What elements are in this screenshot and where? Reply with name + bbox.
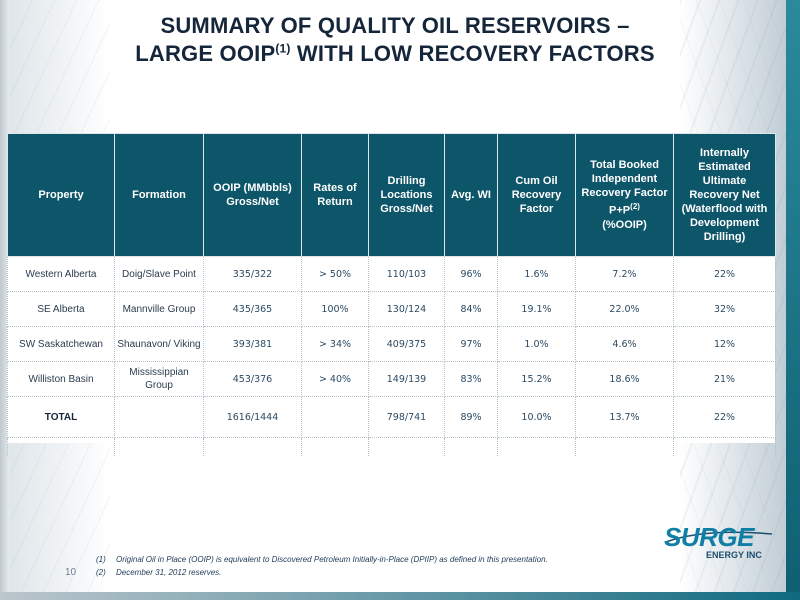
cell-wi: 97% — [444, 326, 498, 362]
cell-locations: 130/124 — [368, 291, 445, 327]
cell-formation: Mississippian Group — [114, 361, 204, 397]
header-rates-of-return: Rates of Return — [301, 133, 369, 257]
cell-eur: 22% — [673, 396, 776, 438]
cell-booked: 4.6% — [575, 326, 674, 362]
cell-formation: Mannville Group — [114, 291, 204, 327]
cell-booked: 13.7% — [575, 396, 674, 438]
cell-eur: 21% — [673, 361, 776, 397]
bottom-strip — [0, 592, 800, 600]
cell-booked: 18.6% — [575, 361, 674, 397]
footnote-1: (1) Original Oil in Place (OOIP) is equi… — [96, 553, 656, 566]
header-total-booked-sup: (2) — [630, 202, 640, 212]
table-row: SW Saskatchewan Shaunavon/ Viking 393/38… — [7, 326, 776, 362]
footnote-2: (2) December 31, 2012 reserves. — [96, 566, 656, 579]
header-cum-oil-recovery: Cum Oil Recovery Factor — [497, 133, 576, 257]
cell-locations: 409/375 — [368, 326, 445, 362]
header-total-booked-suffix: (%OOIP) — [602, 218, 647, 231]
table-total-row: TOTAL 1616/1444 798/741 89% 10.0% 13.7% … — [7, 396, 776, 438]
logo-swoosh-icon — [665, 531, 773, 543]
cell-cum: 15.2% — [497, 361, 576, 397]
right-teal-bar — [786, 0, 800, 600]
header-drilling-locations: Drilling Locations Gross/Net — [368, 133, 445, 257]
logo-wordmark: SURGE — [664, 522, 754, 552]
footnote-1-text: Original Oil in Place (OOIP) is equivale… — [116, 555, 548, 564]
reservoir-table: Property Formation OOIP (MMbbls) Gross/N… — [7, 133, 776, 456]
footnote-2-text: December 31, 2012 reserves. — [116, 568, 222, 577]
page-number: 10 — [65, 567, 77, 578]
title-footnote-ref: (1) — [275, 41, 291, 56]
slide-title: SUMMARY OF QUALITY OIL RESERVOIRS – LARG… — [0, 12, 790, 68]
cell-eur: 12% — [673, 326, 776, 362]
cell-ooip: 335/322 — [203, 256, 302, 292]
cell-property: Western Alberta — [7, 256, 115, 292]
cell-locations: 110/103 — [368, 256, 445, 292]
table-spacer-row — [7, 437, 776, 456]
cell-ooip: 393/381 — [203, 326, 302, 362]
cell-ooip: 1616/1444 — [203, 396, 302, 438]
cell-locations: 798/741 — [368, 396, 445, 438]
cell-ror — [301, 396, 369, 438]
cell-ror: > 40% — [301, 361, 369, 397]
cell-wi: 83% — [444, 361, 498, 397]
header-total-booked: Total Booked Independent Recovery Factor… — [575, 133, 674, 257]
cell-wi: 89% — [444, 396, 498, 438]
title-line-2-pre: LARGE OOIP — [135, 41, 276, 66]
table-row: Williston Basin Mississippian Group 453/… — [7, 361, 776, 397]
cell-formation: Doig/Slave Point — [114, 256, 204, 292]
title-line-2-post: WITH LOW RECOVERY FACTORS — [290, 41, 655, 66]
cell-eur: 32% — [673, 291, 776, 327]
header-total-booked-text: Total Booked Independent Recovery Factor… — [581, 159, 668, 217]
cell-cum: 19.1% — [497, 291, 576, 327]
cell-formation: Shaunavon/ Viking — [114, 326, 204, 362]
cell-ooip: 453/376 — [203, 361, 302, 397]
title-line-1: SUMMARY OF QUALITY OIL RESERVOIRS – — [160, 13, 630, 38]
header-internally-estimated: Internally Estimated Ultimate Recovery N… — [673, 133, 776, 257]
cell-property: SW Saskatchewan — [7, 326, 115, 362]
cell-booked: 7.2% — [575, 256, 674, 292]
table-row: Western Alberta Doig/Slave Point 335/322… — [7, 256, 776, 292]
title-line-2: LARGE OOIP(1) WITH LOW RECOVERY FACTORS — [0, 40, 790, 68]
cell-locations: 149/139 — [368, 361, 445, 397]
footnote-1-num: (1) — [96, 555, 106, 564]
cell-wi: 96% — [444, 256, 498, 292]
logo-subtitle: ENERGY INC — [706, 550, 762, 560]
cell-formation — [114, 396, 204, 438]
cell-cum: 1.0% — [497, 326, 576, 362]
cell-wi: 84% — [444, 291, 498, 327]
cell-cum: 10.0% — [497, 396, 576, 438]
cell-property: Williston Basin — [7, 361, 115, 397]
header-formation: Formation — [114, 133, 204, 257]
reservoir-table-container: Property Formation OOIP (MMbbls) Gross/N… — [7, 133, 776, 456]
left-decor-band — [0, 0, 10, 600]
table-row: SE Alberta Mannville Group 435/365 100% … — [7, 291, 776, 327]
cell-booked: 22.0% — [575, 291, 674, 327]
cell-eur: 22% — [673, 256, 776, 292]
cell-ror: 100% — [301, 291, 369, 327]
cell-ror: > 34% — [301, 326, 369, 362]
cell-ooip: 435/365 — [203, 291, 302, 327]
header-avg-wi: Avg. WI — [444, 133, 498, 257]
surge-energy-logo: SURGE ENERGY INC — [664, 522, 774, 566]
header-property: Property — [7, 133, 115, 257]
cell-cum: 1.6% — [497, 256, 576, 292]
cell-property: SE Alberta — [7, 291, 115, 327]
header-ooip: OOIP (MMbbls) Gross/Net — [203, 133, 302, 257]
cell-total-label: TOTAL — [7, 396, 115, 438]
footnotes: (1) Original Oil in Place (OOIP) is equi… — [96, 553, 656, 579]
cell-ror: > 50% — [301, 256, 369, 292]
footnote-2-num: (2) — [96, 568, 106, 577]
table-header-row: Property Formation OOIP (MMbbls) Gross/N… — [7, 133, 776, 257]
